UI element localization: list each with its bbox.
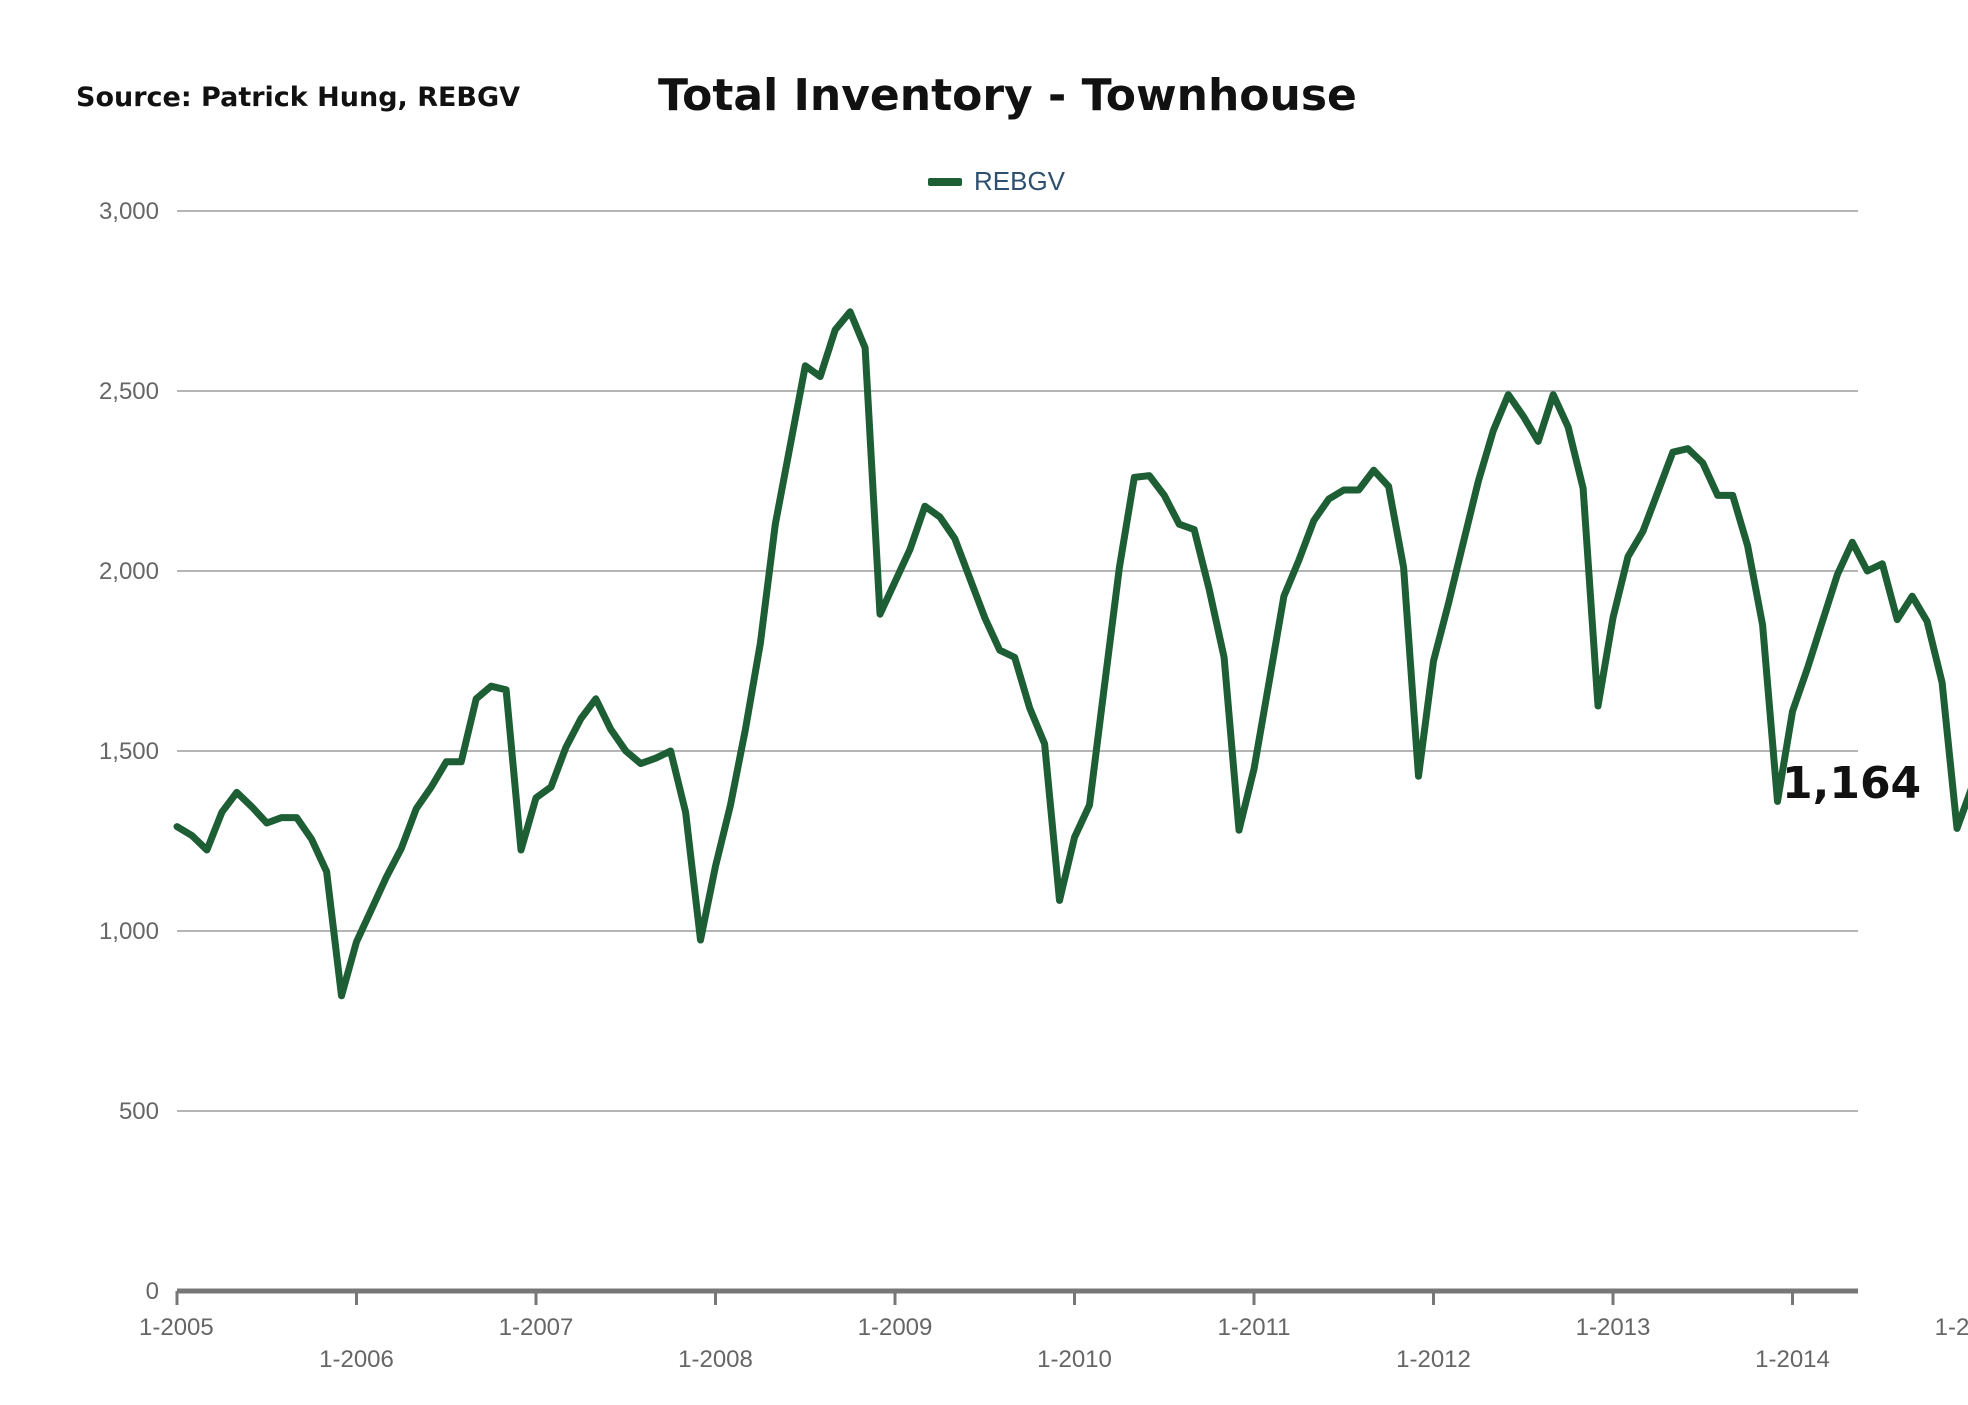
legend: REBGV — [928, 166, 1065, 197]
x-tick-label: 1-2009 — [858, 1314, 933, 1341]
y-axis-ticks: 0 500 1,000 1,500 2,000 2,500 3,000 — [99, 198, 159, 1305]
chart-title: Total Inventory - Townhouse — [658, 70, 1357, 121]
x-axis-ticks: 1-2005 1-2006 1-2007 1-2008 1-2009 1-2010 1-20… — [139, 1291, 1968, 1373]
y-tick-label: 2,500 — [99, 378, 159, 405]
x-tick-label: 1-2013 — [1576, 1314, 1651, 1341]
y-tick-label: 2,000 — [99, 558, 159, 585]
legend-label: REBGV — [974, 166, 1066, 196]
x-tick-label: 1-2012 — [1396, 1346, 1471, 1373]
x-tick-label: 1-2011 — [1218, 1314, 1291, 1341]
legend-swatch — [928, 177, 962, 186]
x-tick-label: 1-2015 — [1935, 1314, 1968, 1341]
y-tick-label: 0 — [146, 1278, 159, 1305]
y-tick-label: 500 — [119, 1098, 159, 1125]
x-tick-label: 1-2006 — [319, 1346, 394, 1373]
y-tick-label: 3,000 — [99, 198, 159, 225]
x-tick-label: 1-2005 — [139, 1314, 214, 1341]
y-tick-label: 1,500 — [99, 738, 159, 765]
x-tick-label: 1-2007 — [499, 1314, 574, 1341]
gridlines — [177, 210, 1858, 1112]
annotation-value: 1,164 — [1782, 758, 1922, 809]
series-line-rebgv — [173, 308, 1968, 1000]
source-text: Source: Patrick Hung, REBGV — [76, 82, 521, 113]
x-tick-label: 1-2014 — [1755, 1346, 1830, 1373]
x-tick-label: 1-2010 — [1037, 1346, 1112, 1373]
x-tick-label: 1-2008 — [678, 1346, 753, 1373]
y-tick-label: 1,000 — [99, 918, 159, 945]
